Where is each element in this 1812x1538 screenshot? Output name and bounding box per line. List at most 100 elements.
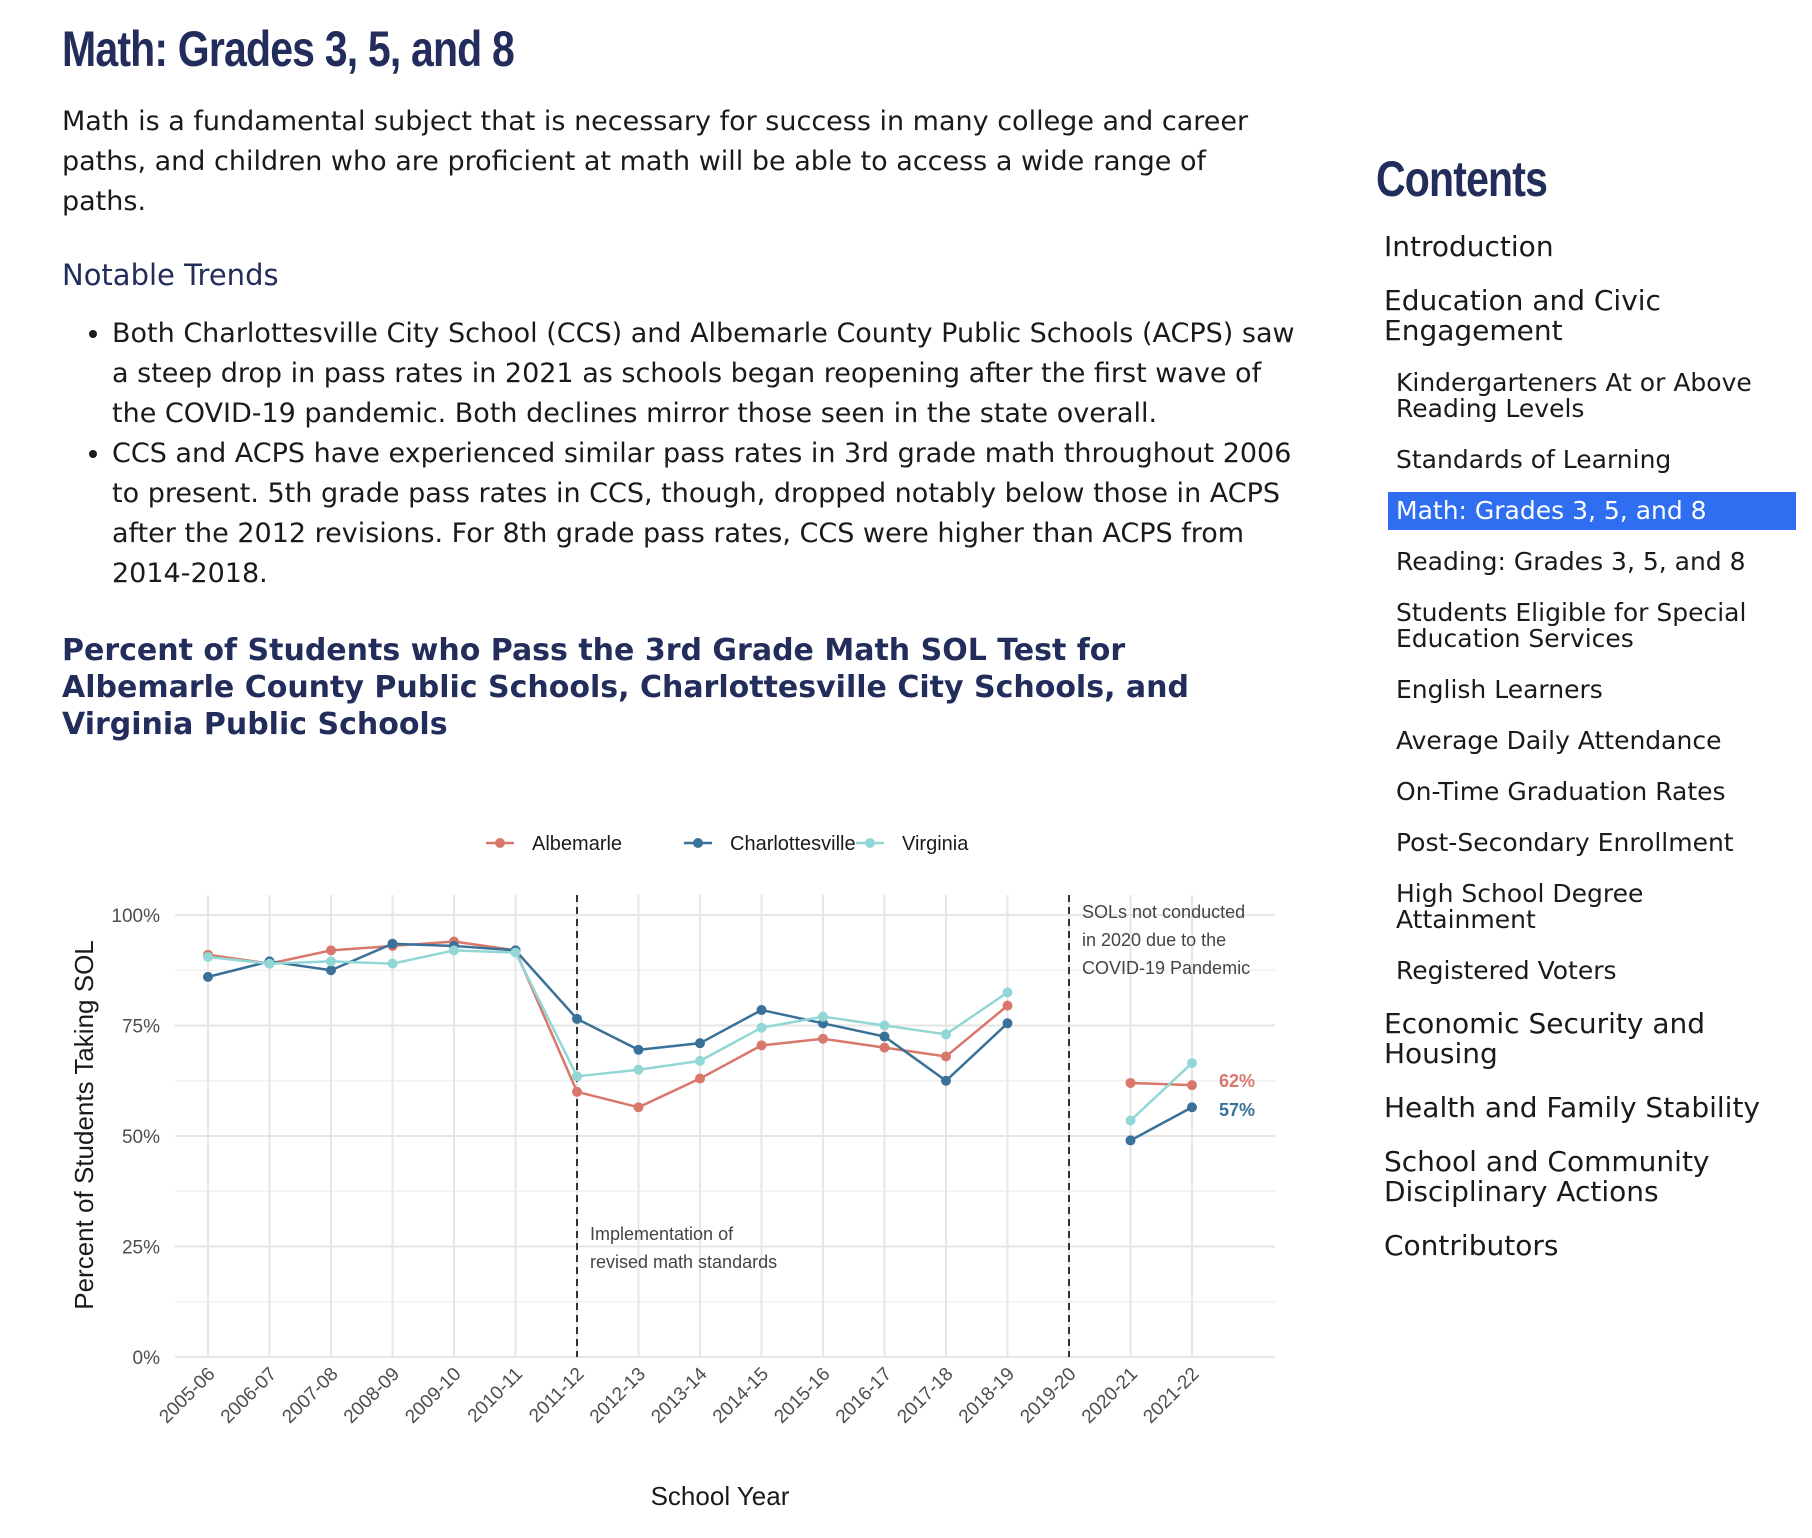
main-content: Math: Grades 3, 5, and 8 Math is a funda…	[62, 20, 1302, 743]
data-point-virginia	[879, 1020, 890, 1031]
data-point-virginia	[449, 945, 459, 956]
series-line-virginia	[207, 949, 1009, 1078]
toc-link-registered-voters[interactable]: Registered Voters	[1396, 956, 1617, 985]
toc-link-reading-grades-3-5-and-8[interactable]: Reading: Grades 3, 5, and 8	[1396, 547, 1746, 576]
legend-label-albemarle: Albemarle	[532, 833, 622, 855]
data-point-virginia	[1187, 1058, 1197, 1069]
trend-item: Both Charlottesville City School (CCS) a…	[112, 314, 1302, 434]
data-point-virginia	[1125, 1115, 1136, 1126]
toc-link-health-and-family-stability[interactable]: Health and Family Stability	[1384, 1091, 1760, 1124]
data-point-albemarle	[1125, 1077, 1136, 1088]
y-axis-title: Percent of Students Taking SOL	[69, 940, 99, 1310]
data-point-virginia	[941, 1029, 951, 1040]
toc-link-average-daily-attendance[interactable]: Average Daily Attendance	[1396, 726, 1722, 755]
x-tick-label: 2015-16	[770, 1364, 834, 1428]
x-tick-label: 2005-06	[155, 1364, 219, 1428]
toc-link-on-time-graduation-rates[interactable]: On-Time Graduation Rates	[1396, 777, 1726, 806]
toc-link-english-learners[interactable]: English Learners	[1396, 675, 1603, 704]
data-point-charlottesville	[695, 1038, 705, 1049]
data-point-charlottesville	[633, 1044, 644, 1055]
data-point-virginia	[695, 1055, 705, 1066]
annotation-text: Implementation of	[590, 1224, 734, 1244]
annotation-text: SOLs not conducted	[1082, 902, 1245, 922]
end-label-charlottesville: 57%	[1219, 1100, 1255, 1120]
data-point-virginia	[756, 1022, 767, 1033]
series-line-charlottesville	[207, 942, 1009, 1083]
data-point-albemarle	[818, 1033, 828, 1044]
data-point-virginia	[572, 1071, 582, 1082]
y-tick-label: 25%	[122, 1238, 160, 1259]
data-point-albemarle	[941, 1051, 951, 1062]
data-point-virginia	[326, 956, 336, 967]
data-point-charlottesville	[879, 1031, 890, 1042]
y-tick-label: 0%	[133, 1348, 161, 1369]
series-line-virginia	[1129, 1062, 1193, 1122]
toc-link-school-and-community-disciplinary-actions[interactable]: School and Community Disciplinary Action…	[1384, 1145, 1710, 1208]
data-point-virginia	[510, 947, 521, 958]
x-axis-title: School Year	[651, 1481, 790, 1511]
toc-title: Contents	[1376, 151, 1548, 207]
x-tick-label: 2019-20	[1016, 1364, 1080, 1428]
toc-link-contributors[interactable]: Contributors	[1384, 1229, 1559, 1262]
toc-link-kindergarteners-at-or-above-reading-levels[interactable]: Kindergarteners At or Above Reading Leve…	[1396, 368, 1752, 423]
data-point-charlottesville	[756, 1005, 767, 1016]
y-tick-label: 100%	[111, 906, 160, 927]
x-tick-label: 2014-15	[709, 1364, 773, 1428]
toc-list: Introduction Education and Civic Engageme…	[1376, 226, 1796, 1267]
data-point-virginia	[633, 1064, 644, 1075]
x-tick-label: 2009-10	[401, 1364, 465, 1428]
data-point-charlottesville	[203, 971, 213, 982]
end-label-albemarle: 62%	[1219, 1071, 1255, 1091]
annotation-text: in 2020 due to the	[1082, 930, 1226, 950]
x-tick-label: 2017-18	[893, 1364, 957, 1428]
x-tick-label: 2007-08	[278, 1364, 342, 1428]
notable-trends-heading: Notable Trends	[62, 258, 279, 292]
intro-paragraph: Math is a fundamental subject that is ne…	[62, 106, 1249, 217]
annotation-text: revised math standards	[590, 1252, 777, 1272]
y-tick-label: 50%	[122, 1127, 160, 1148]
data-point-virginia	[1002, 987, 1013, 998]
data-point-charlottesville	[1125, 1135, 1136, 1146]
trend-item: CCS and ACPS have experienced similar pa…	[112, 434, 1302, 594]
legend-key-point	[693, 838, 703, 848]
x-tick-label: 2013-14	[647, 1363, 711, 1427]
x-tick-label: 2011-12	[525, 1364, 588, 1427]
data-point-albemarle	[633, 1102, 644, 1113]
series-line-albemarle	[1130, 1081, 1193, 1087]
x-tick-label: 2020-21	[1078, 1364, 1142, 1428]
data-point-charlottesville	[572, 1013, 582, 1024]
x-tick-label: 2006-07	[217, 1364, 281, 1428]
data-point-charlottesville	[1187, 1102, 1197, 1113]
toc-link-education-and-civic-engagement[interactable]: Education and Civic Engagement	[1384, 284, 1661, 347]
toc-link-introduction[interactable]: Introduction	[1384, 230, 1554, 263]
data-point-albemarle	[572, 1086, 582, 1097]
x-tick-label: 2016-17	[832, 1364, 896, 1428]
toc-link-post-secondary-enrollment[interactable]: Post-Secondary Enrollment	[1396, 828, 1734, 857]
data-point-albemarle	[1002, 1000, 1013, 1011]
annotation-text: COVID-19 Pandemic	[1082, 958, 1250, 978]
data-point-albemarle	[695, 1073, 705, 1084]
toc-link-students-eligible-for-special-education-services[interactable]: Students Eligible for Special Education …	[1396, 598, 1747, 653]
x-tick-label: 2010-11	[464, 1364, 527, 1427]
series-line-charlottesville	[1129, 1106, 1193, 1142]
y-tick-label: 75%	[122, 1017, 160, 1038]
chart-title: Percent of Students who Pass the 3rd Gra…	[62, 633, 1189, 742]
legend-key-point	[865, 838, 875, 848]
data-point-virginia	[818, 1011, 828, 1022]
data-point-albemarle	[326, 945, 336, 956]
data-point-charlottesville	[1002, 1018, 1013, 1029]
legend-label-virginia: Virginia	[902, 833, 969, 855]
data-point-albemarle	[756, 1040, 767, 1051]
data-point-albemarle	[1187, 1080, 1197, 1091]
toc-link-standards-of-learning[interactable]: Standards of Learning	[1396, 445, 1672, 474]
toc-link-high-school-degree-attainment[interactable]: High School Degree Attainment	[1396, 879, 1644, 934]
toc-link-economic-security-and-housing[interactable]: Economic Security and Housing	[1384, 1007, 1706, 1070]
page-title: Math: Grades 3, 5, and 8	[62, 21, 515, 77]
legend-label-charlottesville: Charlottesville	[730, 833, 856, 855]
data-point-charlottesville	[326, 965, 336, 976]
line-chart: 0% 25% 50% 75% 100% 2005-062006-072007-082008…	[69, 833, 1275, 1511]
x-tick-label: 2021-22	[1139, 1364, 1203, 1428]
toc-link-math-grades-3-5-and-8[interactable]: Math: Grades 3, 5, and 8	[1388, 492, 1796, 530]
data-point-virginia	[203, 951, 213, 962]
data-point-charlottesville	[387, 938, 398, 949]
